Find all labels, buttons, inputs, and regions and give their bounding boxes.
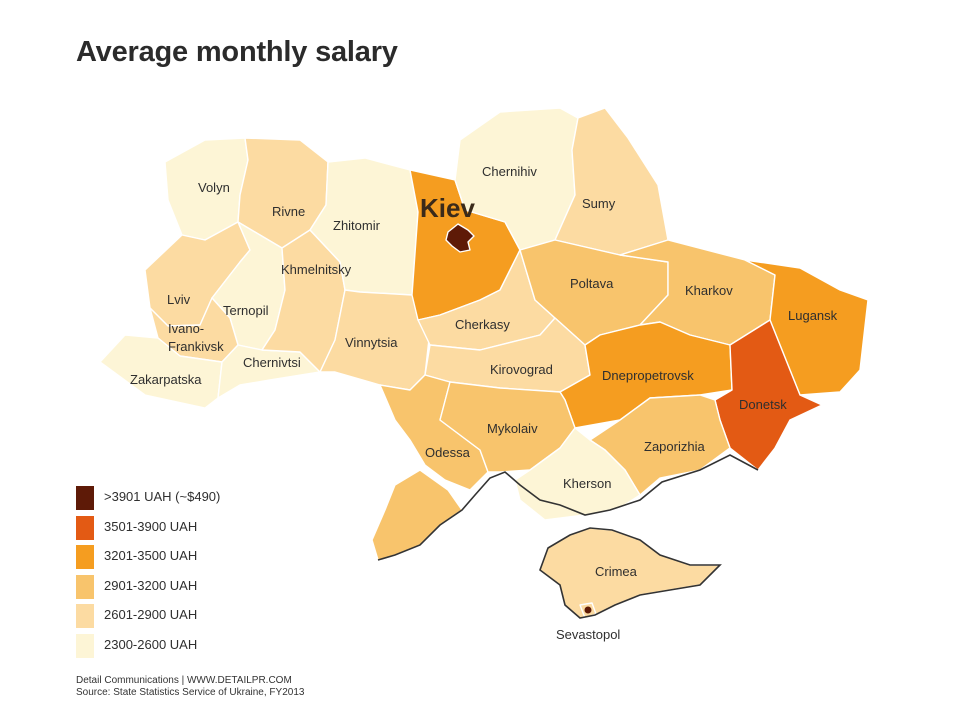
- legend-swatch: [76, 545, 94, 570]
- legend-swatch: [76, 633, 94, 658]
- legend-label: 3501-3900 UAH: [104, 518, 198, 534]
- legend-label: 2901-3200 UAH: [104, 577, 198, 593]
- source-line: Source: State Statistics Service of Ukra…: [76, 687, 305, 698]
- legend-swatch: [76, 515, 94, 540]
- label-mykolaiv: Mykolaiv: [487, 421, 538, 436]
- credit-line: Detail Communications | WWW.DETAILPR.COM: [76, 675, 292, 686]
- legend-swatch: [76, 604, 94, 629]
- legend-swatch: [76, 574, 94, 599]
- crimea-coastline: [539, 527, 722, 619]
- label-chernihiv: Chernihiv: [482, 164, 537, 179]
- label-sumy: Sumy: [582, 196, 616, 211]
- label-lugansk: Lugansk: [788, 308, 838, 323]
- label-dnepropetrovsk: Dnepropetrovsk: [602, 368, 694, 383]
- sevastopol-dot: [584, 606, 592, 614]
- region-lugansk[interactable]: [744, 259, 869, 396]
- map-title: Average monthly salary: [76, 36, 398, 68]
- label-odessa: Odessa: [425, 445, 471, 460]
- label-lviv: Lviv: [167, 292, 191, 307]
- label-poltava: Poltava: [570, 276, 614, 291]
- black-sea-coastline: [377, 454, 759, 561]
- label-kiev: Kiev: [420, 193, 475, 223]
- label-zakarpatska: Zakarpatska: [130, 372, 202, 387]
- legend-label: 2601-2900 UAH: [104, 607, 198, 623]
- label-ivano-frankivsk-2: Frankivsk: [168, 339, 224, 354]
- region-donetsk[interactable]: [714, 319, 823, 471]
- region-kherson[interactable]: [514, 427, 641, 521]
- label-zhitomir: Zhitomir: [333, 218, 381, 233]
- label-ternopil: Ternopil: [223, 303, 269, 318]
- legend-label: >3901 UAH (~$490): [104, 489, 221, 504]
- label-crimea: Crimea: [595, 564, 638, 579]
- legend-label: 2300-2600 UAH: [104, 636, 198, 652]
- label-kharkov: Kharkov: [685, 283, 733, 298]
- label-sevastopol: Sevastopol: [556, 627, 620, 642]
- label-vinnytsia: Vinnytsia: [345, 335, 398, 350]
- label-zaporizhia: Zaporizhia: [644, 439, 705, 454]
- label-rivne: Rivne: [272, 204, 305, 219]
- label-kirovograd: Kirovograd: [490, 362, 553, 377]
- label-chernivtsi: Chernivtsi: [243, 355, 301, 370]
- label-volyn: Volyn: [198, 180, 230, 195]
- label-khmelnitsky: Khmelnitsky: [281, 262, 352, 277]
- label-kherson: Kherson: [563, 476, 611, 491]
- region-kiev-city[interactable]: [445, 223, 475, 253]
- label-donetsk: Donetsk: [739, 397, 787, 412]
- label-cherkasy: Cherkasy: [455, 317, 510, 332]
- label-ivano-frankivsk-1: Ivano-: [168, 321, 204, 336]
- legend-label: 3201-3500 UAH: [104, 548, 198, 564]
- legend-swatch: [76, 486, 94, 510]
